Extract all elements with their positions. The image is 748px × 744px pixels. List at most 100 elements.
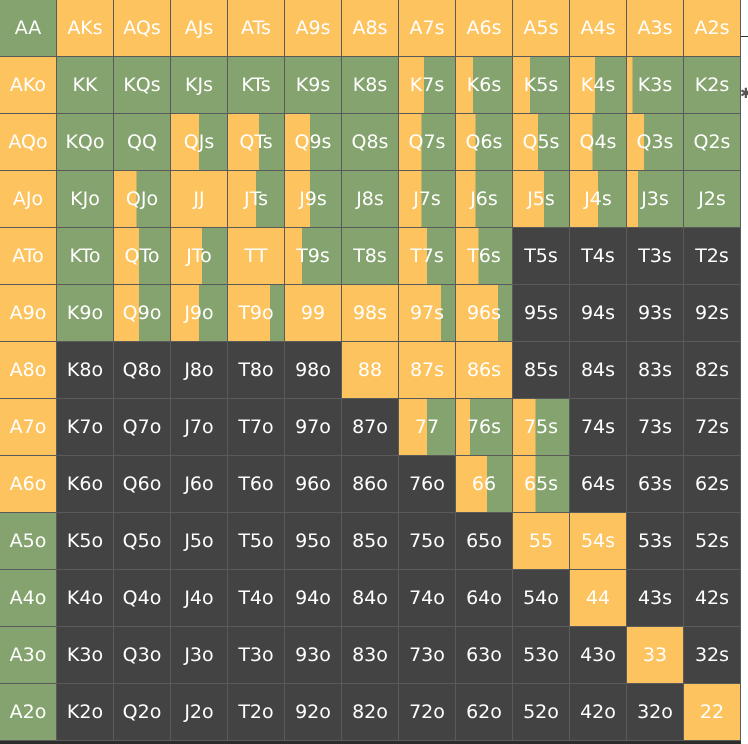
hand-cell-99[interactable]: 99 — [285, 285, 342, 342]
hand-cell-k4s[interactable]: K4s — [570, 57, 627, 114]
hand-cell-qts[interactable]: QTs — [228, 114, 285, 171]
hand-cell-85s[interactable]: 85s — [513, 342, 570, 399]
hand-cell-ajo[interactable]: AJo — [0, 171, 57, 228]
hand-cell-73s[interactable]: 73s — [627, 399, 684, 456]
hand-cell-ato[interactable]: ATo — [0, 228, 57, 285]
hand-cell-kqo[interactable]: KQo — [57, 114, 114, 171]
hand-cell-a4s[interactable]: A4s — [570, 0, 627, 57]
hand-cell-63o[interactable]: 63o — [456, 627, 513, 684]
hand-cell-ajs[interactable]: AJs — [171, 0, 228, 57]
hand-cell-j3s[interactable]: J3s — [627, 171, 684, 228]
hand-cell-86s[interactable]: 86s — [456, 342, 513, 399]
hand-cell-a5s[interactable]: A5s — [513, 0, 570, 57]
hand-cell-q5s[interactable]: Q5s — [513, 114, 570, 171]
hand-cell-76s[interactable]: 76s — [456, 399, 513, 456]
hand-cell-93o[interactable]: 93o — [285, 627, 342, 684]
hand-cell-k7o[interactable]: K7o — [57, 399, 114, 456]
hand-cell-32o[interactable]: 32o — [627, 684, 684, 741]
hand-cell-t6o[interactable]: T6o — [228, 456, 285, 513]
hand-cell-aqo[interactable]: AQo — [0, 114, 57, 171]
hand-cell-q7o[interactable]: Q7o — [114, 399, 171, 456]
hand-cell-k8o[interactable]: K8o — [57, 342, 114, 399]
hand-cell-97o[interactable]: 97o — [285, 399, 342, 456]
hand-cell-92s[interactable]: 92s — [684, 285, 741, 342]
hand-cell-65o[interactable]: 65o — [456, 513, 513, 570]
hand-cell-85o[interactable]: 85o — [342, 513, 399, 570]
hand-cell-a8o[interactable]: A8o — [0, 342, 57, 399]
hand-cell-43s[interactable]: 43s — [627, 570, 684, 627]
hand-cell-87o[interactable]: 87o — [342, 399, 399, 456]
hand-cell-ako[interactable]: AKo — [0, 57, 57, 114]
hand-cell-t8o[interactable]: T8o — [228, 342, 285, 399]
hand-cell-64o[interactable]: 64o — [456, 570, 513, 627]
hand-cell-88[interactable]: 88 — [342, 342, 399, 399]
hand-cell-32s[interactable]: 32s — [684, 627, 741, 684]
hand-cell-k8s[interactable]: K8s — [342, 57, 399, 114]
hand-cell-j3o[interactable]: J3o — [171, 627, 228, 684]
hand-cell-a6s[interactable]: A6s — [456, 0, 513, 57]
hand-cell-33[interactable]: 33 — [627, 627, 684, 684]
hand-cell-a9o[interactable]: A9o — [0, 285, 57, 342]
hand-cell-tt[interactable]: TT — [228, 228, 285, 285]
hand-cell-t5o[interactable]: T5o — [228, 513, 285, 570]
hand-cell-q3s[interactable]: Q3s — [627, 114, 684, 171]
hand-cell-76o[interactable]: 76o — [399, 456, 456, 513]
hand-cell-aa[interactable]: AA — [0, 0, 57, 57]
hand-cell-t2s[interactable]: T2s — [684, 228, 741, 285]
hand-cell-j4o[interactable]: J4o — [171, 570, 228, 627]
hand-cell-52s[interactable]: 52s — [684, 513, 741, 570]
hand-cell-a3o[interactable]: A3o — [0, 627, 57, 684]
hand-cell-j6s[interactable]: J6s — [456, 171, 513, 228]
hand-cell-94o[interactable]: 94o — [285, 570, 342, 627]
hand-cell-t6s[interactable]: T6s — [456, 228, 513, 285]
hand-cell-j8s[interactable]: J8s — [342, 171, 399, 228]
hand-cell-q7s[interactable]: Q7s — [399, 114, 456, 171]
hand-cell-qq[interactable]: QQ — [114, 114, 171, 171]
hand-cell-a9s[interactable]: A9s — [285, 0, 342, 57]
hand-cell-43o[interactable]: 43o — [570, 627, 627, 684]
hand-cell-72s[interactable]: 72s — [684, 399, 741, 456]
hand-cell-74o[interactable]: 74o — [399, 570, 456, 627]
hand-cell-q4s[interactable]: Q4s — [570, 114, 627, 171]
hand-cell-j7s[interactable]: J7s — [399, 171, 456, 228]
hand-cell-87s[interactable]: 87s — [399, 342, 456, 399]
hand-cell-55[interactable]: 55 — [513, 513, 570, 570]
hand-cell-kts[interactable]: KTs — [228, 57, 285, 114]
hand-cell-83s[interactable]: 83s — [627, 342, 684, 399]
hand-cell-84s[interactable]: 84s — [570, 342, 627, 399]
hand-cell-q8o[interactable]: Q8o — [114, 342, 171, 399]
hand-cell-72o[interactable]: 72o — [399, 684, 456, 741]
hand-cell-t4o[interactable]: T4o — [228, 570, 285, 627]
hand-cell-aqs[interactable]: AQs — [114, 0, 171, 57]
hand-cell-75s[interactable]: 75s — [513, 399, 570, 456]
hand-cell-kjo[interactable]: KJo — [57, 171, 114, 228]
hand-cell-a8s[interactable]: A8s — [342, 0, 399, 57]
hand-cell-82o[interactable]: 82o — [342, 684, 399, 741]
hand-cell-k2o[interactable]: K2o — [57, 684, 114, 741]
hand-cell-aks[interactable]: AKs — [57, 0, 114, 57]
hand-cell-83o[interactable]: 83o — [342, 627, 399, 684]
hand-cell-84o[interactable]: 84o — [342, 570, 399, 627]
hand-cell-65s[interactable]: 65s — [513, 456, 570, 513]
hand-cell-k6s[interactable]: K6s — [456, 57, 513, 114]
hand-cell-t7o[interactable]: T7o — [228, 399, 285, 456]
hand-cell-q4o[interactable]: Q4o — [114, 570, 171, 627]
hand-cell-jj[interactable]: JJ — [171, 171, 228, 228]
hand-cell-t3s[interactable]: T3s — [627, 228, 684, 285]
hand-cell-q9s[interactable]: Q9s — [285, 114, 342, 171]
hand-cell-75o[interactable]: 75o — [399, 513, 456, 570]
hand-cell-52o[interactable]: 52o — [513, 684, 570, 741]
hand-cell-96o[interactable]: 96o — [285, 456, 342, 513]
hand-cell-j8o[interactable]: J8o — [171, 342, 228, 399]
hand-cell-86o[interactable]: 86o — [342, 456, 399, 513]
hand-cell-k2s[interactable]: K2s — [684, 57, 741, 114]
hand-cell-k4o[interactable]: K4o — [57, 570, 114, 627]
hand-cell-j4s[interactable]: J4s — [570, 171, 627, 228]
hand-cell-a7o[interactable]: A7o — [0, 399, 57, 456]
hand-cell-a3s[interactable]: A3s — [627, 0, 684, 57]
hand-cell-a2o[interactable]: A2o — [0, 684, 57, 741]
hand-cell-k9o[interactable]: K9o — [57, 285, 114, 342]
hand-cell-a5o[interactable]: A5o — [0, 513, 57, 570]
hand-cell-77[interactable]: 77 — [399, 399, 456, 456]
hand-cell-kk[interactable]: KK — [57, 57, 114, 114]
